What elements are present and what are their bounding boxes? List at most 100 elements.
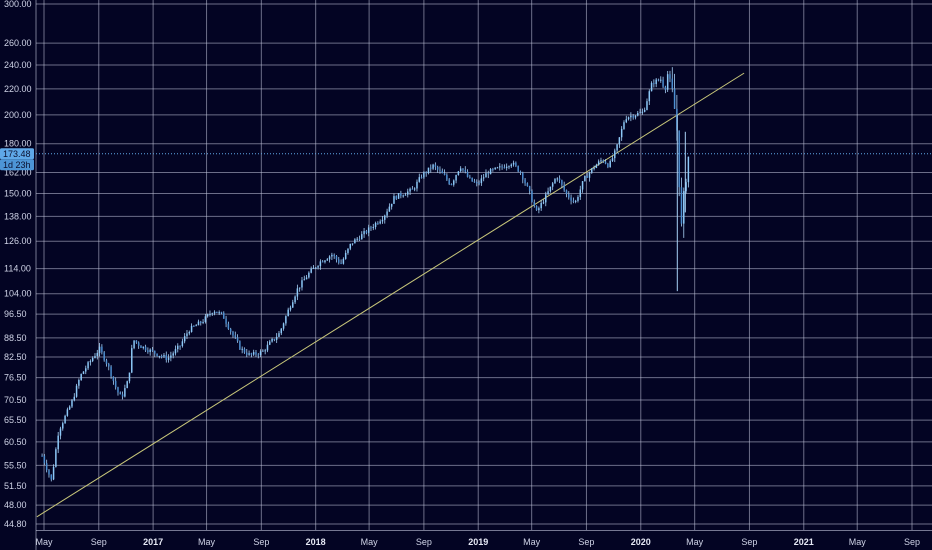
candle-body xyxy=(623,122,625,129)
candle-body xyxy=(98,346,101,353)
candle-body xyxy=(464,169,467,172)
candle-body xyxy=(487,173,490,175)
candle-body xyxy=(317,266,319,268)
candle-body xyxy=(356,238,358,240)
x-tick-label: May xyxy=(198,537,216,547)
candle-body xyxy=(423,172,425,178)
candle-body xyxy=(646,101,648,110)
candle-body xyxy=(657,79,660,81)
countdown-label: 1d 23h xyxy=(3,160,31,170)
candle-body xyxy=(558,178,561,181)
y-tick-label: 44.80 xyxy=(4,519,27,529)
candle-body xyxy=(342,258,345,264)
candle-body xyxy=(450,184,453,186)
candle-body xyxy=(591,168,593,173)
candle-body xyxy=(351,243,354,245)
candle-body xyxy=(75,385,78,397)
candle-body xyxy=(275,336,278,340)
last-price-badge xyxy=(0,148,34,160)
candle-body xyxy=(142,346,145,348)
candle-body xyxy=(632,115,634,118)
candle-body xyxy=(358,238,361,240)
candle-body xyxy=(625,119,628,123)
y-axis[interactable]: 300.00 260.00 240.00 220.00 200.00 180.00 162.… xyxy=(4,0,32,529)
candle-body xyxy=(204,316,207,322)
y-tick-label: 138.00 xyxy=(4,211,32,221)
candle-body xyxy=(588,172,591,178)
candle-body xyxy=(563,184,565,191)
candle-body xyxy=(618,137,621,145)
y-tick-label: 48.00 xyxy=(4,500,27,510)
candle-body xyxy=(643,109,646,112)
trendline-layer[interactable] xyxy=(36,72,745,518)
candle-body xyxy=(561,180,563,185)
candle-body xyxy=(526,183,529,187)
y-tick-label: 114.00 xyxy=(4,264,31,274)
candle-body xyxy=(501,166,503,168)
candle-body xyxy=(413,188,416,190)
x-tick-label: 2017 xyxy=(143,537,163,547)
candle-body xyxy=(374,222,377,228)
y-tick-label: 200.00 xyxy=(4,110,32,120)
candle-body xyxy=(273,339,276,341)
candle-body xyxy=(292,302,294,308)
candle-body xyxy=(572,200,575,202)
candle-body xyxy=(388,206,391,212)
candle-body xyxy=(607,163,609,168)
candle-body xyxy=(473,181,476,183)
candle-body xyxy=(179,345,181,347)
candle-body xyxy=(257,354,260,356)
candle-body xyxy=(117,387,119,393)
candle-body xyxy=(326,259,329,261)
candles-layer xyxy=(41,67,690,482)
candle-body xyxy=(213,311,216,314)
candle-body xyxy=(200,321,202,323)
candle-body xyxy=(190,325,193,332)
y-tick-label: 126.00 xyxy=(4,236,32,246)
candle-body xyxy=(234,335,237,338)
candle-body xyxy=(181,341,184,347)
candle-body xyxy=(269,341,271,345)
candle-body xyxy=(271,339,273,342)
candle-body xyxy=(404,194,407,196)
candle-body xyxy=(669,74,671,79)
trendline[interactable] xyxy=(36,72,745,518)
candle-body xyxy=(78,380,80,386)
candle-body xyxy=(144,346,147,351)
candle-body xyxy=(370,227,372,229)
y-tick-label: 300.00 xyxy=(4,0,32,9)
candle-body xyxy=(462,168,464,170)
candle-body xyxy=(278,333,280,337)
candle-body xyxy=(167,357,170,360)
candle-body xyxy=(174,349,177,354)
candle-body xyxy=(446,174,448,180)
candle-body xyxy=(48,470,50,475)
candle-body xyxy=(248,353,250,355)
candle-body xyxy=(126,381,128,389)
candle-body xyxy=(653,82,655,84)
candle-body xyxy=(206,314,209,317)
candle-body xyxy=(469,176,471,178)
candle-body xyxy=(570,197,572,201)
x-axis[interactable]: May Sep 2017 May Sep 2018 May Sep 2019 May Sep 2020… xyxy=(35,537,920,547)
candle-body xyxy=(533,201,536,206)
candle-body xyxy=(499,166,501,168)
candle-body xyxy=(151,349,154,351)
candle-body xyxy=(579,189,582,198)
y-tick-label: 82.50 xyxy=(4,352,27,362)
candle-body xyxy=(52,466,55,480)
candle-body xyxy=(441,170,444,174)
candle-body xyxy=(524,179,526,184)
candle-body xyxy=(218,312,220,314)
candle-body xyxy=(154,350,156,354)
candle-body xyxy=(616,144,618,151)
x-tick-label: 2019 xyxy=(468,537,488,547)
candle-body xyxy=(402,195,404,197)
candle-body xyxy=(243,348,246,353)
candle-body xyxy=(68,406,71,410)
candle-body xyxy=(535,205,538,211)
candle-body xyxy=(308,272,310,278)
price-badges: 173.48 1d 23h xyxy=(0,148,34,171)
